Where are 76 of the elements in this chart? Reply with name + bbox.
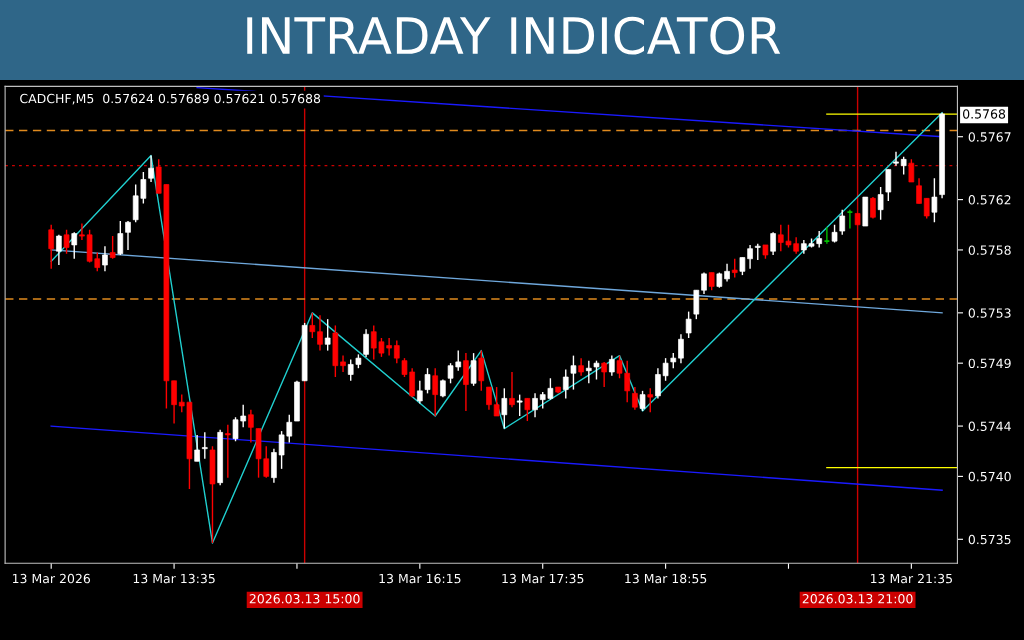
candlestick [570, 354, 577, 391]
candlestick [524, 397, 531, 422]
candlestick [893, 151, 899, 167]
candlestick [885, 168, 892, 202]
candlestick [417, 380, 423, 405]
candlestick [225, 424, 231, 479]
x-tick-label: 13 Mar 16:15 [379, 573, 461, 584]
candlestick [609, 354, 615, 377]
candlestick [493, 386, 500, 417]
candlestick [432, 367, 439, 417]
candlestick [678, 333, 684, 364]
candlestick [194, 434, 200, 462]
x-tick-label: 13 Mar 13:35 [133, 573, 215, 584]
x-tick-label: 13 Mar 18:55 [625, 573, 707, 584]
y-tick-label: 0.5744 [968, 421, 1011, 431]
y-tick-label: 0.5762 [968, 195, 1011, 205]
y-tick-label: 0.5749 [968, 358, 1011, 369]
y-tick-label: 0.5753 [968, 308, 1011, 318]
candlestick [48, 224, 55, 270]
candlestick [117, 220, 124, 256]
candlestick [102, 245, 108, 273]
chart-title: INTRADAY INDICATOR [247, 16, 781, 55]
candlestick [923, 197, 930, 220]
candlestick [71, 231, 78, 260]
candlestick [363, 328, 369, 358]
x-tick-label: 13 Mar 17:35 [502, 573, 584, 584]
candlestick [201, 431, 208, 460]
candlestick [309, 312, 316, 339]
candlestick [63, 229, 70, 255]
x-tick-label: 13 Mar 21:35 [871, 573, 952, 584]
candlestick [317, 314, 323, 352]
candlestick [877, 186, 884, 221]
candlestick [823, 226, 831, 245]
candlestick [463, 352, 469, 412]
text: CADCHF,M5 0.57624 0.57689 0.57621 0.57688 [20, 93, 321, 105]
candlestick [532, 392, 538, 418]
candlestick [393, 339, 400, 364]
ref-line-label: 2026.03.13 21:00 [802, 593, 913, 604]
candlestick [56, 234, 62, 266]
candlestick [647, 387, 654, 413]
candlestick [770, 231, 776, 256]
candlestick [931, 177, 938, 223]
candlestick [846, 208, 854, 230]
candlestick [424, 367, 431, 395]
candlestick [731, 258, 738, 279]
candlestick [470, 352, 477, 387]
candlestick [109, 235, 116, 260]
candlestick [486, 386, 492, 411]
candlestick [908, 158, 915, 183]
candlestick [501, 387, 508, 430]
y-tick-label: 0.5758 [968, 245, 1011, 255]
candlestick [639, 390, 646, 412]
candlestick [148, 154, 154, 183]
y-tick-label: 0.5735 [968, 534, 1011, 545]
candlestick [516, 393, 523, 417]
candlestick [478, 349, 485, 392]
candlestick [585, 359, 592, 384]
candlestick [593, 359, 600, 381]
candlestick [685, 310, 692, 339]
candlestick [693, 289, 700, 320]
candlestick [509, 371, 515, 408]
ref-line-label: 2026.03.13 15:00 [249, 593, 360, 604]
candlestick [562, 368, 569, 400]
x-tick-label: 13 Mar 2026 [12, 573, 91, 584]
y-tick-label: 0.5767 [968, 132, 1011, 142]
text: 0.5768 [963, 109, 1006, 119]
candlestick [916, 177, 922, 205]
candlestick [632, 386, 638, 411]
candlestick [601, 361, 607, 388]
candlestick [125, 220, 131, 251]
y-tick-label: 0.5740 [968, 471, 1011, 482]
line-series [50, 112, 943, 544]
candlestick [340, 354, 346, 373]
candlestick [324, 318, 331, 352]
candlestick [839, 208, 846, 236]
candlestick [248, 409, 254, 444]
